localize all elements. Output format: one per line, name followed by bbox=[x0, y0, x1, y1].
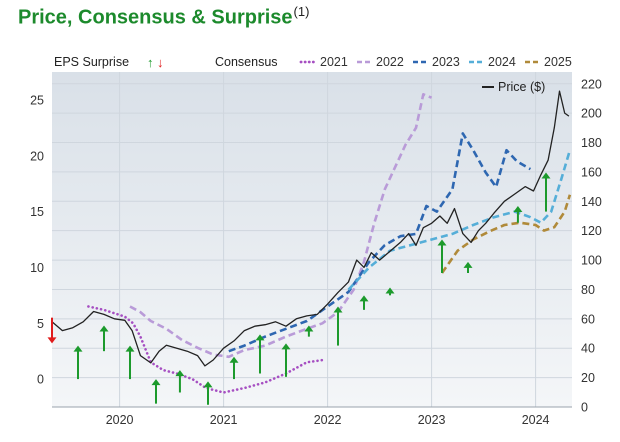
legend: EPS Surprise ↑ ↓ Consensus 2021 2022 2023 2… bbox=[54, 55, 572, 70]
eps-surprise-up-arrow bbox=[333, 306, 343, 346]
series-line-2024 bbox=[347, 149, 572, 291]
eps-surprise-up-arrow bbox=[541, 172, 551, 212]
legend-consensus: Consensus bbox=[215, 55, 278, 69]
y-axis-right: 0 20 40 60 80 100 120 140 160 180 200 220 bbox=[581, 77, 602, 414]
series-line-2022 bbox=[129, 93, 433, 359]
eps-surprise-up-arrow bbox=[281, 343, 291, 377]
eps-surprise-up-arrow bbox=[175, 370, 185, 393]
grid-lines bbox=[52, 72, 572, 408]
legend-label-2023: 2023 bbox=[432, 55, 460, 69]
legend-label-2024: 2024 bbox=[488, 55, 516, 69]
chart-title-text: Price, Consensus & Surprise bbox=[18, 6, 293, 29]
y-left-tick-label: 0 bbox=[37, 373, 44, 387]
series-line-price bbox=[52, 90, 570, 367]
eps-surprise-up-arrow bbox=[151, 379, 161, 404]
eps-surprise-arrows bbox=[47, 172, 551, 405]
legend-down-arrow-icon: ↓ bbox=[157, 55, 164, 70]
y-left-tick-label: 20 bbox=[30, 149, 44, 163]
x-tick-label: 2022 bbox=[314, 413, 342, 427]
legend-label-2021: 2021 bbox=[320, 55, 348, 69]
x-axis: 2020 2021 2022 2023 2024 bbox=[106, 413, 550, 427]
x-tick-label: 2024 bbox=[522, 413, 550, 427]
y-right-tick-label: 180 bbox=[581, 136, 602, 150]
eps-surprise-up-arrow bbox=[125, 345, 135, 380]
eps-surprise-up-arrow bbox=[99, 325, 109, 352]
eps-surprise-up-arrow bbox=[463, 261, 473, 273]
eps-surprise-up-arrow bbox=[203, 381, 213, 405]
y-right-tick-label: 100 bbox=[581, 254, 602, 268]
eps-surprise-up-arrow bbox=[437, 239, 447, 273]
legend-label-2025: 2025 bbox=[544, 55, 572, 69]
series-line-2021 bbox=[87, 305, 324, 394]
price-legend: Price ($) bbox=[482, 80, 545, 94]
y-right-tick-label: 200 bbox=[581, 107, 602, 121]
legend-up-arrow-icon: ↑ bbox=[147, 55, 154, 70]
y-right-tick-label: 140 bbox=[581, 195, 602, 209]
price-legend-label: Price ($) bbox=[498, 80, 545, 94]
y-axis-left: 0 5 10 15 20 25 bbox=[30, 93, 44, 386]
series-line-2023 bbox=[228, 132, 532, 353]
y-right-tick-label: 160 bbox=[581, 165, 602, 179]
y-right-tick-label: 220 bbox=[581, 77, 602, 91]
x-tick-label: 2020 bbox=[106, 413, 134, 427]
eps-surprise-up-arrow bbox=[73, 345, 83, 380]
y-right-tick-label: 0 bbox=[581, 401, 588, 415]
legend-eps-surprise: EPS Surprise bbox=[54, 55, 129, 69]
chart-title: Price, Consensus & Surprise(1) bbox=[18, 4, 309, 30]
eps-surprise-up-arrow bbox=[359, 295, 369, 310]
eps-surprise-up-arrow bbox=[229, 356, 239, 380]
eps-surprise-down-arrow bbox=[47, 317, 57, 344]
x-tick-label: 2023 bbox=[418, 413, 446, 427]
y-right-tick-label: 20 bbox=[581, 371, 595, 385]
y-right-tick-label: 60 bbox=[581, 312, 595, 326]
x-tick-label: 2021 bbox=[210, 413, 238, 427]
y-right-tick-label: 120 bbox=[581, 224, 602, 238]
y-right-tick-label: 40 bbox=[581, 342, 595, 356]
y-left-tick-label: 5 bbox=[37, 317, 44, 331]
legend-label-2022: 2022 bbox=[376, 55, 404, 69]
y-right-tick-label: 80 bbox=[581, 283, 595, 297]
title-footnote: (1) bbox=[293, 4, 310, 19]
series-layer bbox=[52, 90, 572, 394]
eps-surprise-up-arrow bbox=[255, 334, 265, 374]
eps-surprise-up-arrow bbox=[513, 206, 523, 223]
y-left-tick-label: 10 bbox=[30, 261, 44, 275]
y-left-tick-label: 15 bbox=[30, 205, 44, 219]
eps-surprise-up-arrow bbox=[385, 287, 395, 296]
y-left-tick-label: 25 bbox=[30, 93, 44, 107]
eps-surprise-up-arrow bbox=[304, 325, 314, 337]
